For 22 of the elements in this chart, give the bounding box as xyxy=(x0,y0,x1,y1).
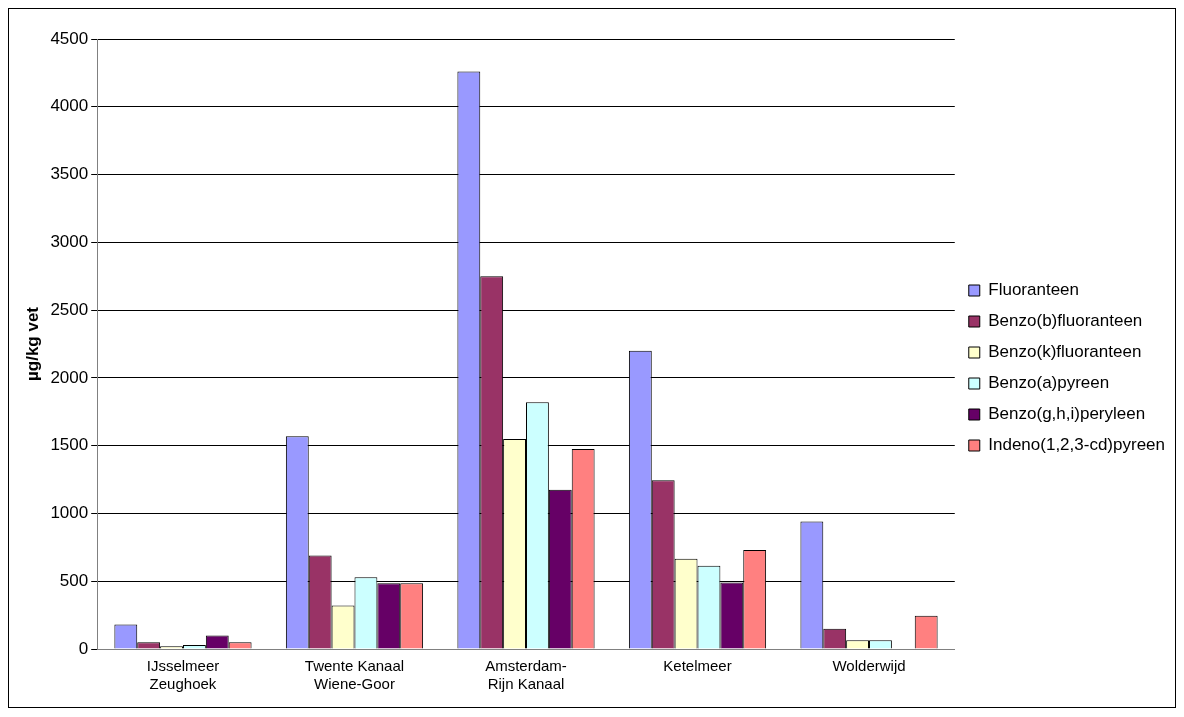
y-tick-label: 1000 xyxy=(50,503,89,523)
legend-label: Benzo(k)fluoranteen xyxy=(988,342,1142,362)
y-tick-label: 1500 xyxy=(50,435,89,455)
legend-label: Indeno(1,2,3-cd)pyreen xyxy=(988,435,1166,455)
legend-label: Benzo(g,h,i)peryleen xyxy=(988,404,1146,424)
y-tick-label: 3000 xyxy=(50,232,89,252)
y-tick-label: 3500 xyxy=(50,164,89,184)
x-tick-label: Amsterdam-Rijn Kanaal xyxy=(485,657,567,693)
y-tick-label: 2500 xyxy=(50,299,89,319)
legend-label: Benzo(b)fluoranteen xyxy=(988,311,1143,331)
legend-label: Fluoranteen xyxy=(988,280,1080,300)
y-tick-label: 0 xyxy=(78,638,89,658)
y-tick-label: 2000 xyxy=(50,367,89,387)
y-tick-label: 4500 xyxy=(50,28,89,48)
x-tick-label: Ketelmeer xyxy=(663,657,732,675)
legend-label: Benzo(a)pyreen xyxy=(988,373,1110,393)
x-tick-label: Twente Kanaal Wiene-Goor xyxy=(304,657,405,693)
y-axis-title: µg/kg vet xyxy=(22,306,42,382)
x-tick-label: IJsselmeer Zeughoek xyxy=(146,657,220,693)
x-tick-label: Wolderwijd xyxy=(832,657,906,675)
y-tick-label: 4000 xyxy=(50,96,89,116)
y-tick-label: 500 xyxy=(59,570,89,590)
